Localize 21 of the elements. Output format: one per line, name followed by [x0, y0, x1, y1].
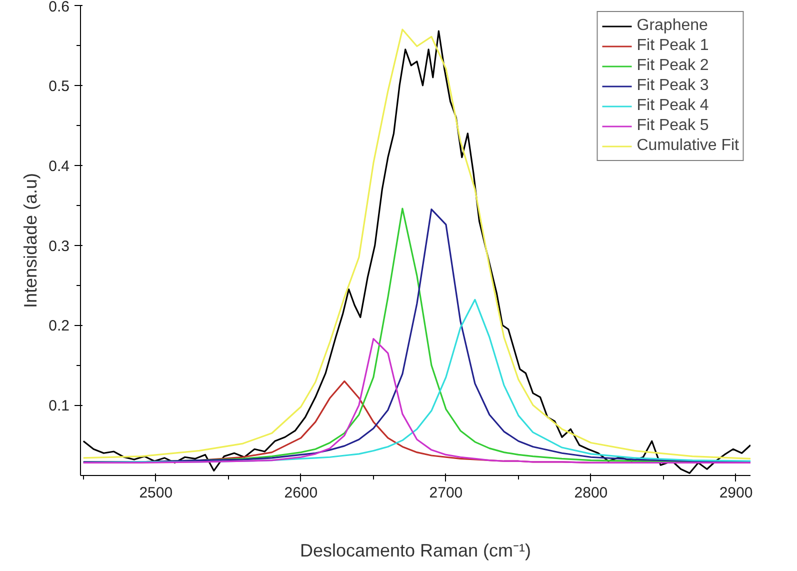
x-tick-label: 2900	[719, 484, 753, 502]
x-tick-label: 2700	[429, 484, 463, 502]
x-axis-title: Deslocamento Raman (cm⁻¹)	[300, 540, 532, 560]
legend-label: Graphene	[636, 17, 708, 35]
y-tick-label: 0.4	[48, 158, 70, 175]
y-tick-label: 0.6	[48, 0, 70, 16]
legend-label: Fit Peak 3	[636, 77, 709, 95]
legend-label: Fit Peak 5	[636, 117, 709, 135]
y-axis-title: Intensidade (a.u)	[20, 172, 41, 308]
y-tick-label: 0.5	[48, 78, 70, 95]
line-series	[82, 338, 750, 464]
x-tick-label: 2800	[574, 484, 608, 502]
y-tick-label: 0.1	[48, 398, 70, 415]
y-tick-label: 0.3	[48, 238, 70, 255]
legend-label: Fit Peak 1	[636, 37, 709, 55]
x-tick-label: 2500	[139, 484, 173, 502]
y-tick-label: 0.2	[48, 318, 70, 335]
legend-label: Fit Peak 2	[636, 57, 709, 75]
legend-label: Cumulative Fit	[636, 137, 739, 155]
legend-label: Fit Peak 4	[636, 97, 709, 115]
x-tick-label: 2600	[284, 484, 318, 502]
